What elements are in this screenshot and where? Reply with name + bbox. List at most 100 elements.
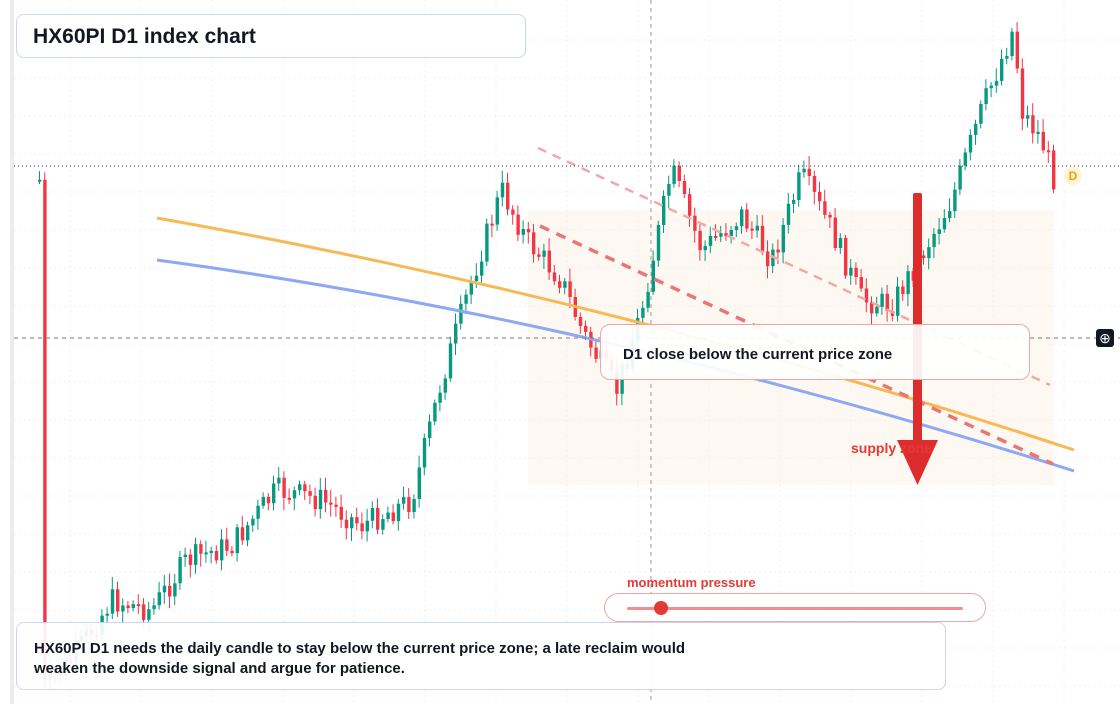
candle (792, 193, 796, 214)
candle (381, 514, 385, 535)
candle (948, 198, 952, 223)
candle (578, 312, 583, 334)
candle (173, 573, 177, 606)
candle (339, 494, 343, 529)
candle (407, 488, 411, 519)
candle (563, 277, 567, 295)
candle (225, 527, 229, 557)
candle (651, 250, 655, 295)
candle (667, 175, 671, 209)
candle (277, 467, 281, 492)
candle (256, 499, 260, 530)
candle (422, 433, 427, 476)
candle (355, 507, 359, 531)
candle (532, 224, 536, 263)
candle (786, 192, 791, 234)
candle (1020, 58, 1025, 131)
candle (298, 480, 302, 496)
candle (391, 504, 395, 525)
candle (729, 225, 733, 244)
candle (760, 215, 765, 256)
candle (370, 501, 375, 529)
candle (136, 594, 141, 614)
candle (547, 238, 551, 280)
candle (932, 227, 936, 259)
candle (953, 182, 957, 218)
candle (334, 496, 338, 517)
candle (521, 220, 525, 244)
candle (324, 477, 328, 513)
candle (183, 547, 187, 567)
candle (204, 540, 208, 563)
candle (807, 155, 811, 186)
candle (797, 164, 801, 207)
crosshair-plus-icon[interactable]: ⊕ (1096, 329, 1114, 347)
candle (1046, 140, 1051, 164)
candle (594, 339, 598, 363)
candle (1041, 119, 1045, 154)
candle (506, 172, 510, 216)
candle (677, 161, 681, 188)
candle (313, 487, 317, 517)
candle (989, 81, 993, 98)
candle (1000, 49, 1004, 86)
signal-callout-text: D1 close below the current price zone (623, 346, 893, 363)
candle (318, 477, 323, 519)
candle (703, 240, 707, 262)
candle (984, 79, 988, 111)
candle (854, 262, 858, 285)
candle (412, 494, 416, 519)
candle (308, 484, 312, 505)
candle (802, 160, 806, 178)
candle (646, 282, 650, 313)
candle (849, 259, 853, 285)
candle (724, 223, 728, 241)
candle (396, 498, 401, 531)
momentum-slider[interactable] (604, 593, 986, 622)
candle (682, 174, 687, 199)
dividend-marker[interactable]: D (1064, 167, 1082, 185)
candle (480, 250, 484, 283)
candle (464, 289, 468, 315)
candle (755, 214, 759, 238)
candle (292, 486, 297, 511)
candle (927, 238, 931, 270)
candle (745, 203, 749, 232)
candle (209, 546, 213, 564)
title-card: HX60PI D1 index chart (16, 14, 526, 58)
candle (1026, 105, 1030, 128)
candle (1036, 120, 1040, 144)
candle (656, 220, 661, 267)
candle (828, 211, 832, 229)
orange-trend-curve (156, 216, 1075, 452)
candle (365, 508, 369, 542)
candle (105, 607, 109, 623)
candle (875, 296, 879, 317)
candle (859, 269, 863, 292)
candle (1052, 144, 1056, 194)
lower-dashed-channel-line (539, 224, 1054, 466)
candle (126, 601, 130, 614)
analysis-note-text: HX60PI D1 needs the daily candle to stay… (34, 640, 686, 677)
left-axis-edge (10, 0, 14, 704)
candle (979, 100, 983, 129)
candle (417, 455, 421, 508)
candle (386, 506, 390, 523)
candle (272, 475, 276, 511)
candle (1010, 27, 1014, 61)
candle (266, 493, 271, 511)
candle (818, 181, 822, 211)
candle (157, 581, 161, 610)
candle (823, 189, 827, 219)
candle (698, 224, 702, 261)
candle (454, 313, 458, 355)
momentum-slider-knob[interactable] (653, 601, 668, 615)
supply-zone-label: supply zone (851, 440, 932, 456)
momentum-label: momentum pressure (627, 575, 756, 590)
candle (1015, 22, 1019, 74)
candle (942, 209, 947, 233)
candle (812, 170, 817, 205)
candle (719, 225, 723, 242)
candle (937, 217, 941, 245)
candle (974, 119, 978, 145)
